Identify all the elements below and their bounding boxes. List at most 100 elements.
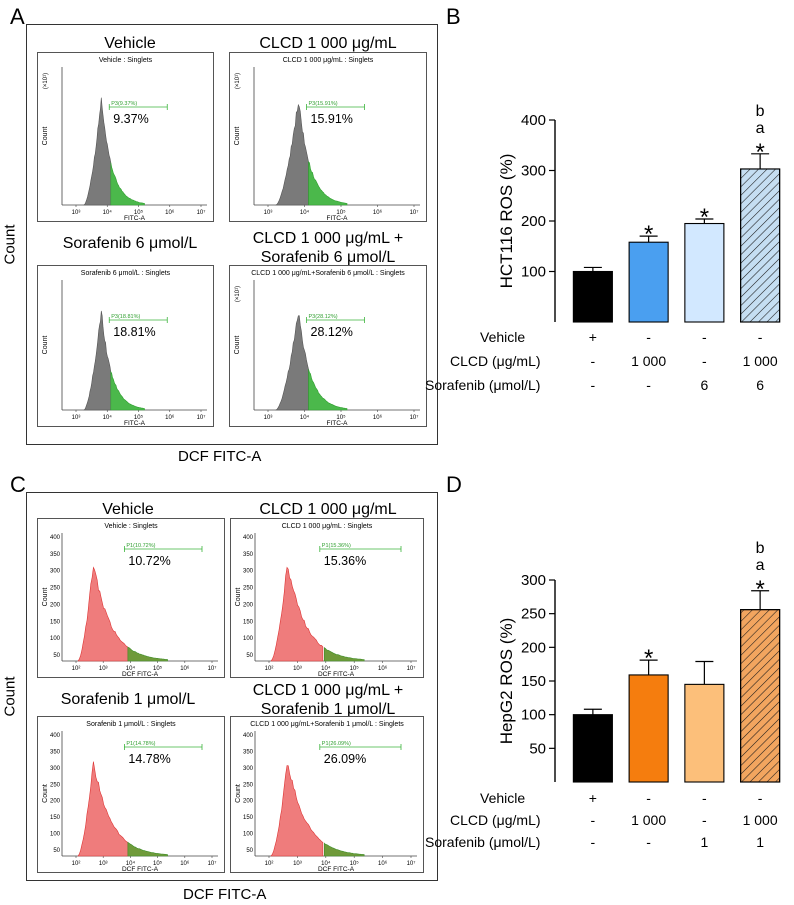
bar-2 — [628, 674, 669, 783]
bar-y-tick-label: 100 — [521, 707, 546, 724]
bar-hatch-overlay — [740, 168, 781, 323]
bar-y-axis-title: HepG2 ROS (%) — [497, 618, 516, 745]
gate-label: P1(26.09%) — [322, 741, 351, 747]
histogram-x-tick-label: 10⁶ — [180, 860, 190, 867]
histogram-x-tick-label: 10³ — [99, 861, 108, 867]
bar-annotation: a — [756, 120, 765, 137]
histogram-y-label: Count — [42, 784, 49, 803]
histogram-x-tick-label: 10³ — [99, 666, 108, 672]
histogram-y-tick-label: 150 — [243, 619, 254, 625]
histogram-x-tick-label: 10⁷ — [208, 860, 217, 867]
histogram-y-label: Count — [235, 784, 242, 803]
histogram-subtitle: CLCD 1 000 μg/mL : Singlets — [283, 57, 374, 64]
bar-1 — [572, 270, 613, 323]
panel-a-plot1-title: Vehicle — [104, 35, 156, 52]
bar-1 — [572, 714, 613, 783]
histogram-gated-population — [324, 646, 365, 662]
condition-cell: 6 — [756, 377, 765, 393]
condition-cell: - — [702, 329, 707, 345]
bar-3 — [684, 222, 725, 323]
histogram-y-tick-label: 250 — [50, 586, 61, 592]
histogram-x-tick-label: 10³ — [72, 210, 81, 216]
panel-a-plot1: Vehicle : Singlets Count (×10¹) 10³ 10⁴ 10⁵ 10… — [37, 52, 214, 222]
panel-c-plot4-title: CLCD 1 000 μg/mL + Sorafenib 1 μmol/L — [226, 681, 430, 719]
bar-y-tick-label: 150 — [521, 673, 546, 690]
gate-label: P1(15.36%) — [322, 543, 351, 549]
histogram-x-tick-label: 10⁴ — [300, 414, 310, 421]
histogram-y-tick-label: 200 — [50, 602, 61, 608]
bar-y-tick-label: 200 — [521, 213, 546, 230]
condition-cell: 1 — [756, 834, 765, 850]
histogram-x-tick-label: 10² — [72, 666, 81, 672]
panel-a-plot3-title: Sorafenib 6 μmol/L — [62, 235, 198, 252]
histogram-scale: (×10¹) — [43, 73, 49, 89]
histogram-y-tick-label: 250 — [50, 782, 61, 788]
histogram-x-tick-label: 10⁵ — [134, 209, 144, 216]
histogram-x-label: DCF FITC-A — [318, 671, 355, 677]
histogram-y-label: Count — [234, 336, 241, 355]
histogram-x-tick-label: 10⁶ — [373, 209, 383, 216]
histogram-x-label: FITC-A — [124, 215, 146, 221]
histogram-x-tick-label: 10² — [265, 861, 274, 867]
histogram-y-tick-label: 350 — [50, 749, 61, 755]
histogram-y-tick-label: 250 — [243, 782, 254, 788]
histogram-subtitle: Sorafenib 6 μmol/L : Singlets — [81, 270, 171, 277]
panel-c-plot1-title: Vehicle — [102, 501, 154, 518]
histogram-subtitle: CLCD 1 000 μg/mL+Sorafenib 1 μmol/L : Si… — [250, 721, 404, 728]
condition-cell: 1 000 — [742, 353, 778, 369]
histogram-y-tick-label: 300 — [243, 569, 254, 575]
histogram-x-tick-label: 10² — [265, 666, 274, 672]
histogram-x-tick-label: 10³ — [264, 210, 273, 216]
histogram-x-tick-label: 10⁷ — [407, 860, 416, 867]
histogram-gated-population — [308, 369, 348, 411]
panel-c-y-title: Count — [1, 676, 19, 717]
panel-label-b: B — [446, 4, 461, 29]
histogram-x-tick-label: 10⁴ — [103, 209, 113, 216]
condition-cell: - — [590, 353, 596, 369]
condition-cell: + — [588, 329, 597, 345]
histogram-y-label: Count — [42, 127, 49, 146]
gate-percentage: 10.72% — [128, 554, 170, 568]
panel-c-plot1: Vehicle : Singlets Count 10² 10³ 10⁴ 10⁵ 10⁶ 10… — [37, 518, 225, 678]
histogram-y-tick-label: 100 — [50, 832, 61, 838]
histogram-y-tick-label: 350 — [243, 552, 254, 558]
histogram-gated-population — [110, 162, 145, 206]
panel-a-plot3: Sorafenib 6 μmol/L : Singlets Count 10³ 10⁴… — [37, 265, 214, 427]
gate-percentage: 14.78% — [128, 752, 170, 766]
bar-y-tick-label: 250 — [521, 606, 546, 623]
panel-d-chart: 50 100 150 200 250 300 HepG2 ROS (%) * * ab — [497, 540, 781, 783]
bar-annotation: * — [755, 139, 764, 166]
panel-c-plot4: CLCD 1 000 μg/mL+Sorafenib 1 μmol/L : Si… — [230, 716, 424, 873]
histogram-x-tick-label: 10⁴ — [321, 860, 331, 867]
histogram-scale: (×10¹) — [235, 286, 241, 302]
histogram-x-tick-label: 10⁵ — [153, 665, 163, 672]
panel-a-frame — [26, 24, 438, 445]
histogram-main-population — [275, 103, 309, 206]
histogram-y-tick-label: 150 — [50, 815, 61, 821]
histogram-x-label: FITC-A — [124, 420, 146, 426]
histogram-subtitle: Vehicle : Singlets — [104, 523, 158, 530]
histogram-x-label: FITC-A — [327, 420, 349, 426]
gate-percentage: 15.36% — [324, 554, 366, 568]
panel-b-row-label-clcd: CLCD (μg/mL) — [450, 353, 541, 369]
bar-annotation: * — [644, 221, 653, 248]
histogram-y-tick-label: 350 — [50, 552, 61, 558]
histogram-subtitle: Vehicle : Singlets — [99, 57, 153, 64]
histogram-gated-population — [127, 646, 168, 662]
condition-cell: 1 000 — [631, 353, 667, 369]
histogram-x-tick-label: 10³ — [293, 861, 302, 867]
condition-cell: - — [702, 812, 707, 828]
histogram-y-tick-label: 200 — [243, 602, 254, 608]
histogram-main-population — [270, 765, 324, 857]
panel-label-d: D — [446, 472, 462, 497]
panel-c-frame — [26, 492, 438, 881]
panel-c-x-title: DCF FITC-A — [183, 886, 267, 903]
panel-a-plot4-title-line2: Sorafenib 6 μmol/L — [260, 249, 396, 266]
gate-label: P3(18.81%) — [111, 314, 140, 320]
histogram-x-tick-label: 10⁴ — [321, 665, 331, 672]
bar-3 — [684, 683, 725, 783]
panel-c-plot3-title: Sorafenib 1 μmol/L — [60, 691, 196, 708]
condition-cell: - — [646, 834, 651, 850]
histogram-x-tick-label: 10⁶ — [165, 209, 175, 216]
bar-y-tick-label: 200 — [521, 639, 546, 656]
